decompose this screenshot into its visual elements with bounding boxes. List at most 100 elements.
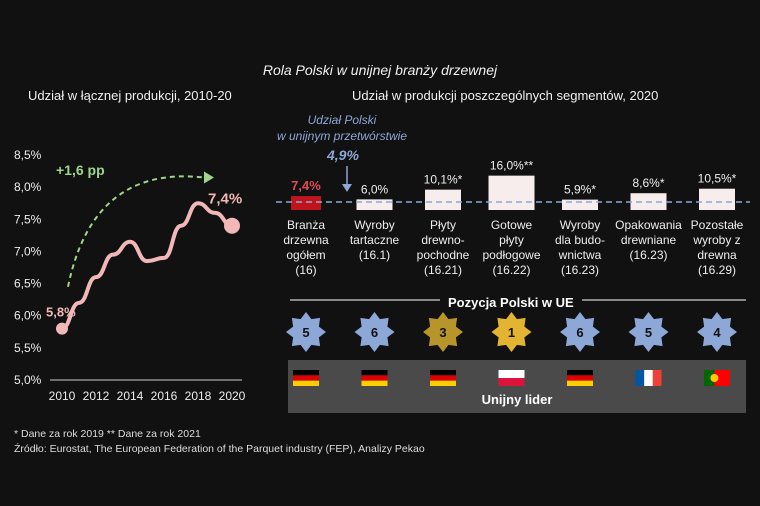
end-point	[224, 217, 240, 234]
eu-note: Udział Polski w unijnym przetwórstwie	[262, 112, 422, 144]
eu-average-value: 4,9%	[327, 147, 359, 163]
flag-stripe	[567, 380, 593, 386]
segment-bar	[699, 188, 735, 210]
left-chart-subtitle: Udział w łącznej produkcji, 2010-20	[28, 88, 232, 103]
flag-stripe	[644, 370, 653, 386]
segment-label-line: dla budo-	[554, 233, 606, 247]
flag-stripe	[361, 370, 388, 376]
rank-star-icon	[628, 312, 669, 352]
segment-label-line: (16.23)	[560, 263, 600, 277]
segment-label-line: (16.29)	[697, 263, 737, 277]
segment-bar	[562, 199, 598, 210]
right-chart-subtitle: Udział w produkcji poszczególnych segmen…	[352, 88, 659, 103]
segment-bar	[291, 196, 321, 210]
rank-star-icon	[491, 312, 532, 352]
flag-emblem	[710, 374, 719, 382]
flag-stripe	[704, 370, 715, 386]
x-tick-label: 2014	[117, 389, 144, 403]
segment-label-line: Wyroby	[354, 218, 395, 232]
segment-label-line: Gotowe	[490, 218, 533, 232]
segment-label-line: Opakowania	[615, 218, 682, 232]
segment-label-line: (16.1)	[358, 248, 391, 262]
segment-label-line: Pozostałe	[690, 218, 744, 232]
segment-label-line: (16)	[295, 263, 317, 277]
segment-label-line: (16.22)	[492, 263, 531, 277]
y-tick-label: 8,0%	[14, 180, 42, 194]
chart-title: Rola Polski w unijnej branży drzewnej	[262, 62, 498, 78]
segment-label-line: (16.23)	[629, 248, 668, 262]
footnote-source: Źródło: Eurostat, The European Federatio…	[14, 443, 425, 455]
flag-de-icon	[361, 370, 388, 386]
segment-label-line: wnictwa	[558, 248, 602, 262]
rank-number: 5	[302, 325, 309, 340]
line-chart: 5,0% 5,5% 6,0% 6,5% 7,0% 7,5% 8,0% 8,5% 2010 2012…	[14, 148, 246, 403]
segment-label-line: pochodne	[416, 248, 470, 262]
segment-value-label: 10,5%*	[698, 172, 737, 186]
flag-stripe	[635, 370, 645, 386]
y-tick-label: 6,0%	[14, 309, 42, 323]
leader-flags	[293, 370, 730, 386]
segment-label-line: drewniane	[620, 233, 677, 247]
change-label: +1,6 pp	[56, 162, 105, 178]
segment-value-label: 16,0%**	[490, 159, 534, 173]
segment-label: Branża drzewna ogółem (16)	[266, 218, 346, 278]
x-tick-label: 2020	[219, 389, 246, 403]
flag-stripe	[567, 370, 593, 376]
flag-stripe	[293, 370, 319, 376]
segment-label-line: tartaczne	[349, 233, 400, 247]
y-tick-label: 6,5%	[14, 277, 42, 291]
segment-bar	[425, 189, 461, 210]
flag-stripe	[430, 375, 456, 381]
flag-stripe	[498, 370, 525, 378]
rank-stars: 5 6 3 1 6 5 4	[286, 312, 737, 352]
segment-label-line: drzewna	[283, 233, 329, 247]
eu-note-line2: w unijnym przetwórstwie	[276, 129, 408, 143]
segment-label: Pozostałe wyroby z drewna (16.29)	[677, 218, 757, 278]
change-arrowhead	[204, 171, 214, 184]
rank-star-icon	[354, 312, 395, 352]
end-value-label: 7,4%	[208, 191, 242, 208]
segment-label: Wyroby tartaczne (16.1)	[335, 218, 415, 263]
flag-stripe	[498, 378, 525, 386]
share-line	[60, 201, 234, 331]
flag-stripe	[430, 380, 456, 386]
rank-number: 5	[645, 325, 652, 340]
rank-number: 3	[439, 325, 446, 340]
x-tick-label: 2012	[83, 389, 110, 403]
segment-bar	[488, 175, 535, 210]
y-tick-label: 5,5%	[14, 341, 42, 355]
flag-de-icon	[567, 370, 593, 386]
flag-stripe	[361, 380, 388, 386]
segment-label-line: drewno-	[421, 233, 465, 247]
rank-star-icon	[560, 312, 600, 352]
segment-label: Gotowe płyty podłogowe (16.22)	[472, 218, 552, 278]
y-tick-label: 8,5%	[14, 148, 42, 162]
segment-label-line: drewna	[697, 248, 737, 262]
rank-title: Pozycja Polski w UE	[440, 295, 582, 310]
rank-number: 4	[713, 325, 721, 340]
flag-de-icon	[293, 370, 319, 386]
footnote-data: * Dane za rok 2019 ** Dane za rok 2021	[14, 428, 201, 440]
flag-stripe	[361, 375, 388, 381]
segment-bar-chart: 7,4% 6,0% 10,1%* 16,0%** 5,9%* 8,6%* 10,5%*	[276, 159, 750, 210]
segment-label: Wyroby dla budo-wnictwa (16.23)	[540, 218, 620, 278]
leader-panel	[288, 360, 746, 413]
rank-star-icon	[423, 312, 463, 352]
rank-number: 6	[371, 325, 378, 340]
segment-label-line: Branża	[286, 218, 326, 232]
segment-value-label: 6,0%	[361, 182, 389, 196]
x-tick-label: 2010	[49, 389, 76, 403]
flag-stripe	[567, 375, 593, 381]
flag-pl-icon	[498, 370, 525, 386]
segment-label-line: Płyty	[429, 218, 456, 232]
flag-fr-icon	[635, 370, 662, 386]
eu-pointer-head	[342, 184, 352, 192]
x-tick-label: 2018	[185, 389, 212, 403]
segment-label-line: (16.21)	[423, 263, 463, 277]
x-tick-label: 2016	[151, 389, 178, 403]
segment-label-line: płyty	[499, 233, 524, 247]
eu-note-line1: Udział Polski	[307, 113, 377, 127]
segment-value-label: 5,9%*	[564, 183, 596, 197]
segment-label-line: podłogowe	[482, 248, 541, 262]
segment-label-line: wyroby z	[693, 233, 741, 247]
